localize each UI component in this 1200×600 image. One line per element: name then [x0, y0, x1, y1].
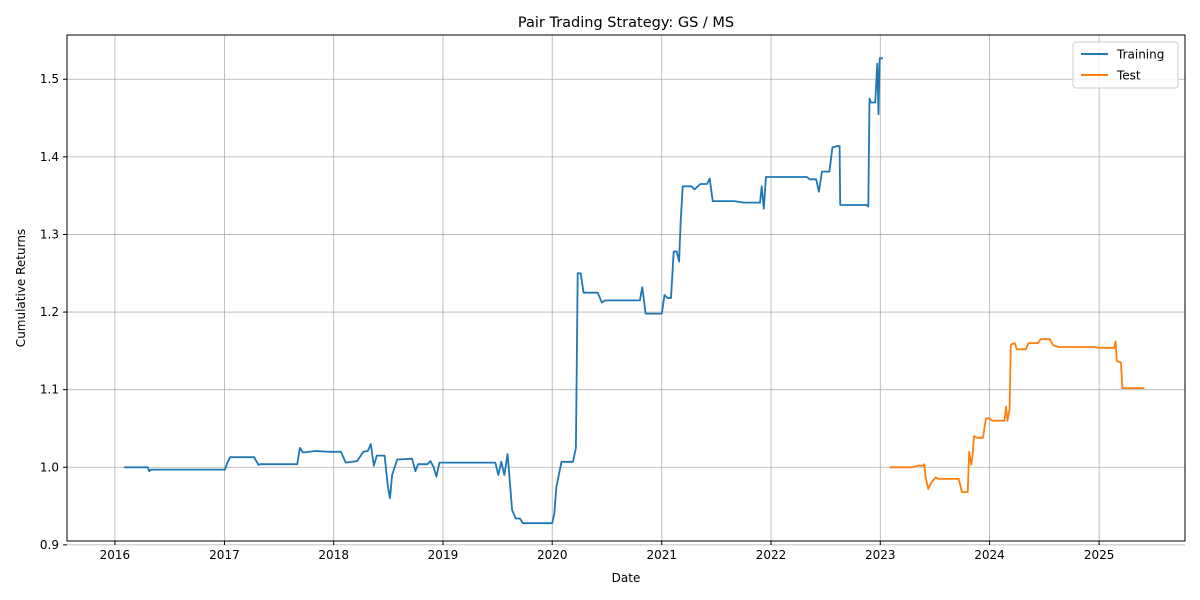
legend: Training Test	[1072, 41, 1179, 89]
x-tick-label: 2021	[646, 548, 677, 562]
y-tick-label: 1.4	[40, 150, 59, 164]
x-tick-label: 2025	[1084, 548, 1115, 562]
x-tick-label: 2016	[100, 548, 131, 562]
legend-label-test: Test	[1116, 69, 1141, 83]
legend-label-training: Training	[1116, 48, 1164, 62]
y-axis-title: Cumulative Returns	[14, 229, 28, 347]
x-tick-label: 2022	[756, 548, 787, 562]
series-layer	[124, 57, 1145, 525]
x-tick-label: 2023	[865, 548, 896, 562]
y-tick-label: 1.2	[40, 305, 59, 319]
x-tick-label: 2017	[209, 548, 240, 562]
y-tick-label: 1.1	[40, 383, 59, 397]
plot-frame	[66, 34, 1186, 542]
ticks: 2016 2017 2018 2019 2020 2021 2022 2023 2024 2025…	[40, 72, 1114, 562]
x-tick-label: 2020	[537, 548, 568, 562]
series-line-test	[889, 338, 1145, 493]
x-tick-label: 2019	[428, 548, 459, 562]
chart-title: Pair Trading Strategy: GS / MS	[518, 15, 734, 31]
x-tick-label: 2018	[318, 548, 349, 562]
y-tick-label: 1.5	[40, 72, 59, 86]
series-line-training	[124, 57, 883, 525]
x-axis-title: Date	[612, 571, 641, 585]
y-tick-label: 0.9	[40, 538, 59, 552]
x-tick-label: 2024	[974, 548, 1005, 562]
grid	[67, 35, 1185, 546]
y-tick-label: 1.3	[40, 227, 59, 241]
y-tick-label: 1.0	[40, 460, 59, 474]
